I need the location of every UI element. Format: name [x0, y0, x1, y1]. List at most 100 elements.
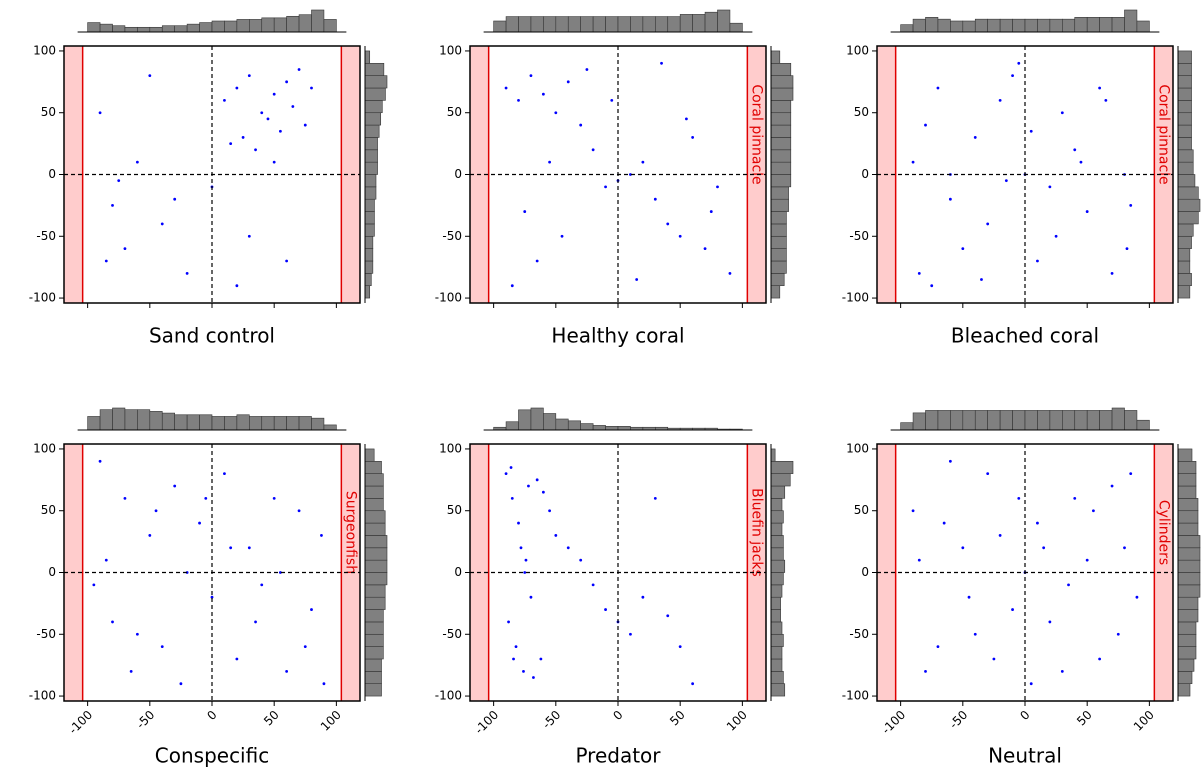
track-point [111, 203, 114, 207]
track-point [653, 496, 657, 500]
track-point [554, 111, 558, 115]
track-point [517, 98, 520, 102]
track-point [548, 160, 551, 164]
y-tick-label: 0 [454, 167, 462, 181]
hist-x-bar [518, 16, 532, 33]
y-tick-label: -50 [36, 229, 56, 243]
track-point [173, 197, 177, 201]
hist-y-bar [770, 174, 792, 188]
hist-y-bar [364, 448, 375, 462]
hist-y-bar [364, 510, 386, 524]
track-point [260, 111, 264, 115]
hist-x-bar [186, 23, 200, 33]
hist-x-bar [112, 25, 126, 33]
track-point [961, 247, 965, 251]
panel-title: Conspecific [155, 744, 269, 768]
hist-x-bar [124, 409, 138, 431]
hist-y-bar [1177, 87, 1192, 101]
hist-x-bar [962, 410, 976, 431]
hist-x-bar [311, 417, 325, 431]
hist-x-bar [298, 14, 312, 33]
hist-x-bar [236, 19, 250, 33]
hist-y-bar [364, 248, 374, 262]
hist-x-bar [149, 411, 163, 431]
hist-y-bar [770, 50, 781, 64]
track-point [678, 234, 682, 238]
track-point [716, 185, 719, 189]
track-point [504, 472, 508, 476]
track-point [535, 478, 539, 482]
hist-x-bar [236, 414, 250, 431]
hist-x-bar [937, 410, 951, 431]
track-point [610, 98, 614, 102]
y-tick-label: -100 [435, 689, 462, 703]
track-point [942, 521, 946, 525]
x-tick-label: 50 [261, 708, 282, 729]
track-point [1011, 608, 1014, 611]
hist-y-bar [1177, 485, 1197, 499]
track-point [911, 509, 915, 513]
hist-y-bar [770, 161, 792, 175]
hist-y-bar [364, 87, 386, 101]
track-point [629, 173, 632, 176]
track-point [635, 278, 639, 281]
zone-label: Cylinders [1156, 500, 1172, 565]
track-point [1098, 657, 1102, 661]
track-point [924, 123, 927, 127]
stimulus-zone [341, 46, 360, 303]
hist-x-bar [1024, 18, 1038, 33]
hist-x-bar [286, 416, 300, 431]
hist-y-bar [1177, 671, 1193, 685]
hist-x-bar [1111, 17, 1125, 33]
y-tick-label: 100 [439, 441, 462, 455]
hist-y-bar [364, 609, 384, 623]
hist-x-bar [1049, 410, 1063, 431]
hist-x-bar [1136, 419, 1150, 431]
track-point [1060, 111, 1064, 115]
track-point [266, 117, 270, 121]
hist-y-bar [364, 273, 372, 287]
hist-y-bar [1177, 584, 1201, 598]
x-tick-label: 0 [204, 708, 219, 723]
track-point [1017, 496, 1021, 500]
track-point [519, 546, 523, 550]
hist-x-bar [99, 409, 113, 431]
hist-y-bar [364, 658, 382, 672]
hist-x-bar [530, 16, 544, 33]
track-point [566, 80, 570, 84]
track-point [579, 123, 583, 127]
hist-x-bar [974, 410, 988, 431]
track-point [148, 74, 152, 78]
y-tick-label: -100 [842, 291, 869, 305]
hist-y-bar [770, 547, 784, 561]
hist-x-bar [224, 20, 238, 33]
hist-x-bar [937, 18, 951, 33]
hist-y-bar [770, 248, 787, 262]
track-point [285, 259, 289, 263]
track-point [1017, 61, 1021, 65]
hist-x-bar [1136, 20, 1150, 33]
hist-y-bar [1177, 633, 1197, 647]
x-tick-label: 50 [667, 708, 688, 729]
track-point [1004, 179, 1008, 183]
hist-y-bar [770, 186, 789, 200]
track-point [924, 669, 927, 673]
track-point [509, 466, 513, 469]
hist-y-bar [770, 609, 781, 623]
track-point [1042, 546, 1046, 550]
hist-y-bar [1177, 535, 1201, 549]
track-point [604, 185, 607, 189]
hist-y-bar [364, 174, 377, 188]
track-point [566, 546, 570, 550]
track-point [235, 657, 239, 661]
hist-y-bar [770, 273, 785, 287]
y-tick-label: 50 [41, 503, 56, 517]
hist-y-bar [770, 683, 786, 697]
hist-y-bar [364, 112, 382, 126]
y-tick-label: -100 [29, 291, 56, 305]
track-point [1098, 86, 1102, 90]
x-tick-label: 0 [610, 708, 625, 723]
track-point [310, 86, 313, 90]
hist-y-bar [364, 223, 375, 237]
hist-x-bar [950, 410, 964, 431]
